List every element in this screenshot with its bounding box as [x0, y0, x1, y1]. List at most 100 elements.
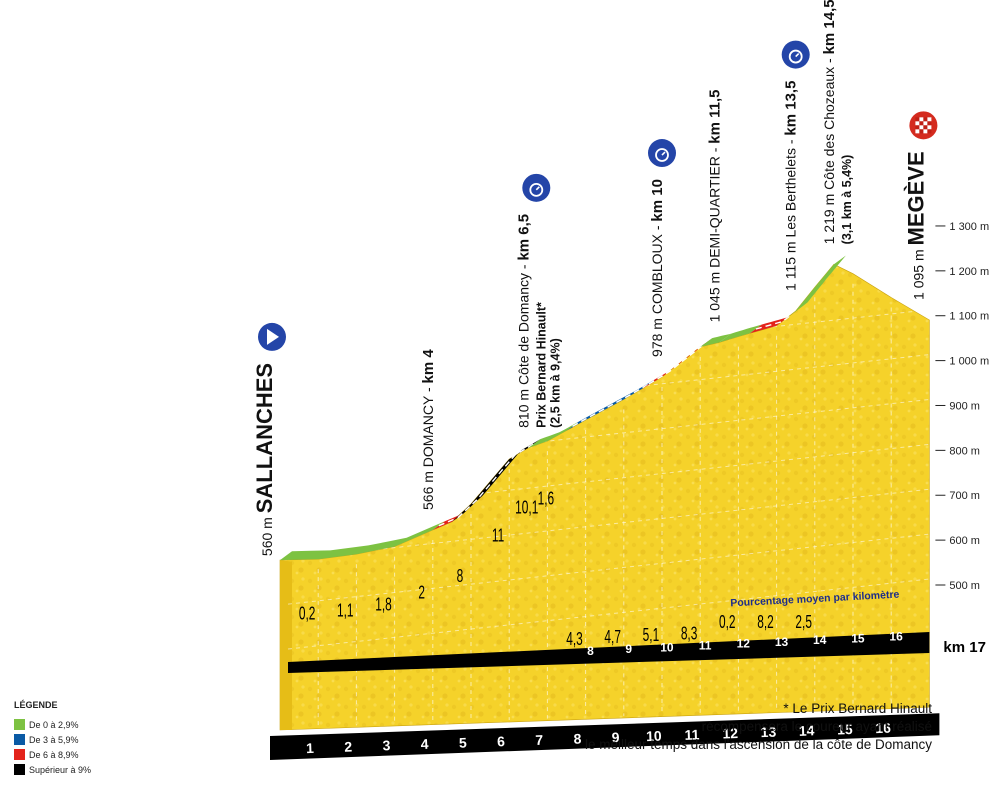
km-tick-label-upper: 16 — [889, 630, 903, 644]
km-tick-label-bottom: 5 — [459, 734, 468, 750]
km-tick-label-upper: 12 — [737, 637, 751, 651]
km-tick-label-upper: 15 — [851, 631, 865, 645]
km-tick-label-bottom: 7 — [535, 732, 544, 748]
legend-item-green: De 0 à 2,9% — [14, 717, 164, 732]
profile-side — [280, 560, 292, 730]
waypoint-label: 978 m COMBLOUX - km 10 — [649, 179, 666, 357]
waypoint-km: km 13,5 — [783, 81, 800, 136]
waypoint-label: 1 095 m MEGÈVE — [903, 151, 928, 300]
waypoint-label: 566 m DOMANCY - km 4 — [420, 349, 437, 510]
waypoint-label: 810 m Côte de Domancy - km 6,5 — [515, 214, 532, 428]
waypoint-note: (3,1 km à 5,4%) — [840, 155, 854, 245]
legend-label-blue: De 3 à 5,9% — [29, 734, 79, 745]
legend-item-black: Supérieur à 9% — [14, 762, 164, 777]
stopwatch-hand-icon — [535, 186, 540, 191]
footnote: * Le Prix Bernard Hinault récompensera l… — [472, 700, 932, 754]
y-tick-label: 800 m — [949, 445, 980, 457]
km-tick-label-bottom: 10 — [646, 728, 662, 745]
gradient-ribbon-segment — [700, 333, 732, 347]
sprint-icon — [522, 173, 551, 202]
gradient-ribbon-segment — [451, 439, 541, 522]
waypoint-km: km 6,5 — [515, 214, 532, 261]
waypoint-label: 560 m SALLANCHES — [252, 363, 277, 556]
gradient-percent-label: 11 — [492, 526, 504, 546]
waypoint-label: 1 045 m DEMI-QUARTIER - km 11,5 — [706, 89, 723, 322]
checkered-flag-icon — [919, 117, 924, 122]
grid-line — [287, 488, 930, 560]
gradient-ribbon-segment — [280, 521, 445, 561]
km-tick-label-bottom: 13 — [760, 724, 776, 741]
legend-swatch-blue — [14, 734, 25, 745]
km-tick-label-bottom: 1 — [306, 740, 315, 756]
waypoint-altitude: 1 095 m — [910, 245, 926, 299]
waypoint-name: COMBLOUX - — [649, 222, 665, 315]
km-tick-label-bottom: 14 — [799, 722, 815, 739]
waypoint-altitude: 566 m — [420, 467, 436, 510]
waypoint-1: 566 m DOMANCY - km 4 — [420, 349, 437, 510]
waypoint-altitude: 1 219 m — [821, 190, 837, 244]
ribbon-centerline — [438, 516, 459, 527]
km-tick-label-bottom: 4 — [420, 736, 429, 752]
lower-km-band — [270, 713, 940, 760]
y-tick-label: 600 m — [949, 535, 980, 547]
checkered-flag-icon — [923, 117, 928, 122]
grid-line — [287, 398, 930, 470]
waypoint-km: km 10 — [649, 179, 666, 222]
km-tick-label-bottom: 15 — [837, 721, 853, 738]
checkered-flag-icon — [915, 125, 920, 130]
gradient-percent-label: 8 — [457, 566, 464, 586]
gradient-percent-label: 4,7 — [604, 627, 621, 647]
sprint-icon — [648, 139, 676, 168]
waypoint-altitude: 1 115 m — [783, 238, 799, 291]
ribbon-centerline — [648, 342, 707, 385]
km-tick-label-upper: 10 — [660, 640, 674, 654]
y-tick-label: 1 200 m — [949, 266, 989, 278]
legend-swatch-green — [14, 719, 25, 730]
gradient-percent-label: 1,1 — [337, 601, 354, 621]
waypoint-name: Les Berthelets - — [783, 136, 799, 238]
waypoint-name: DEMI-QUARTIER - — [706, 144, 722, 268]
legend-label-red: De 6 à 8,9% — [29, 749, 79, 760]
km-tick-label-upper: 13 — [775, 635, 789, 649]
checkered-flag-icon — [919, 129, 924, 134]
footnote-line-3: le meilleur temps dans l'ascension de la… — [584, 737, 932, 752]
waypoint-altitude: 810 m — [515, 385, 531, 428]
waypoint-altitude: 978 m — [649, 314, 665, 357]
checkered-flag-icon — [919, 125, 924, 130]
checkered-flag-icon — [927, 117, 932, 122]
y-tick-label: 1 300 m — [949, 221, 989, 233]
stopwatch-hand-icon — [795, 53, 800, 58]
gradient-percent-label: 8,3 — [681, 624, 698, 644]
legend-label-black: Supérieur à 9% — [29, 764, 92, 775]
stopwatch-icon — [655, 148, 669, 162]
km-tick-label-bottom: 2 — [344, 738, 353, 754]
km-tick-label-bottom: 12 — [722, 725, 738, 742]
km-tick-label-bottom: 9 — [611, 729, 620, 745]
checkered-flag-icon — [919, 121, 924, 126]
waypoint-name: Côte de Domancy - — [515, 261, 531, 386]
ribbon-centerline — [572, 383, 650, 427]
sprint-icon — [781, 40, 810, 69]
waypoint-7: 1 095 m MEGÈVE — [903, 151, 928, 300]
y-tick-label: 500 m — [949, 580, 980, 592]
legend: LÉGENDE De 0 à 2,9% De 3 à 5,9% De 6 à 8… — [14, 700, 164, 777]
waypoint-altitude: 560 m — [259, 513, 275, 556]
km-tick-label-bottom: 3 — [382, 737, 391, 753]
waypoint-label: 1 115 m Les Berthelets - km 13,5 — [783, 81, 800, 291]
gradient-percent-label: 0,2 — [299, 604, 316, 624]
gradient-percent-label: 8,2 — [757, 612, 774, 632]
ribbon-centerline — [755, 315, 791, 330]
y-tick-label: 900 m — [949, 400, 980, 412]
legend-item-red: De 6 à 8,9% — [14, 747, 164, 762]
checkered-flag-icon — [927, 125, 932, 130]
waypoint-label: 1 219 m Côte des Chozeaux - km 14,5 — [821, 0, 838, 244]
waypoint-km: km 11,5 — [706, 89, 723, 143]
upper-km-band — [288, 632, 930, 673]
waypoint-km: km 14,5 — [821, 0, 838, 54]
checkered-flag-icon — [915, 121, 920, 126]
legend-swatch-red — [14, 749, 25, 760]
gradient-percent-label: 5,1 — [643, 626, 660, 646]
